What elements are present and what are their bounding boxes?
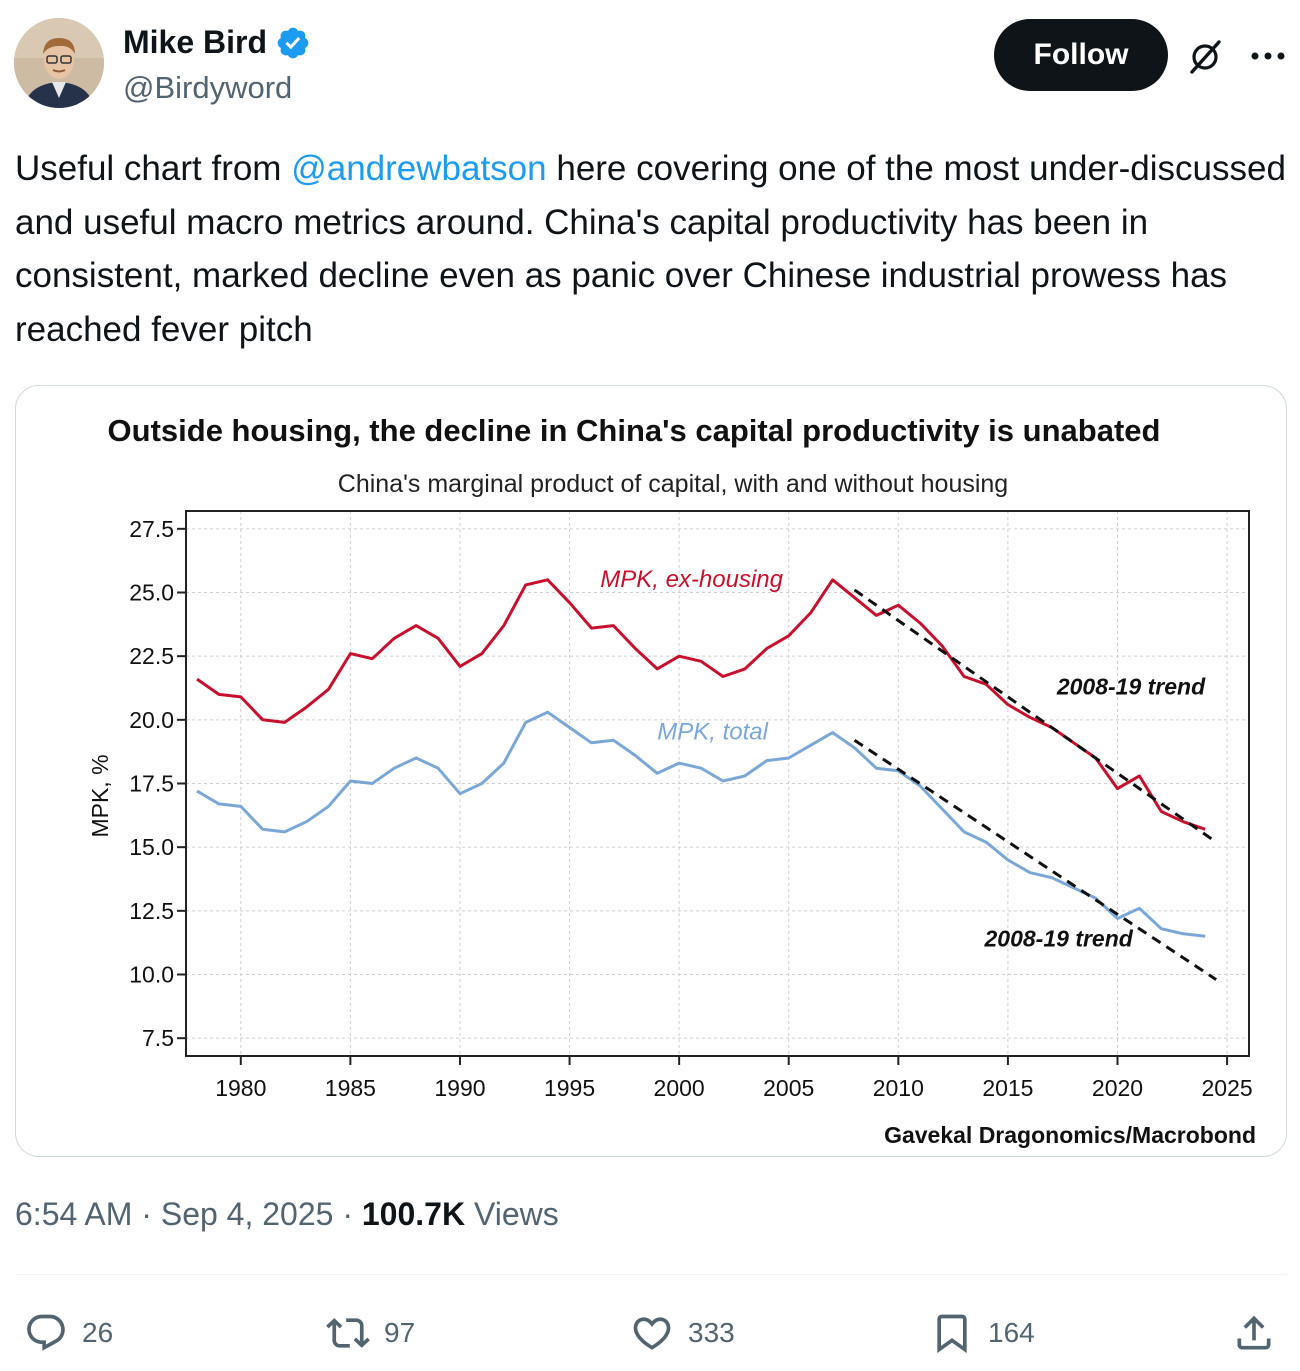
annotation-trend-upper: 2008-19 trend [1056,673,1206,699]
y-tick-label: 27.5 [129,516,174,542]
author-name[interactable]: Mike Bird [123,24,268,60]
chart-subtitle: China's marginal product of capital, wit… [338,470,1008,498]
like-button[interactable]: 333 [630,1305,735,1361]
x-tick-label: 2000 [654,1075,705,1101]
author-handle[interactable]: @Birdyword [123,70,293,105]
y-axis: 7.5 10.0 12.5 15.0 17.5 20.0 22.5 25.0 27.5 [129,516,186,1051]
x-tick-label: 2025 [1201,1075,1252,1101]
chart-source: Gavekal Dragonomics/Macrobond [884,1122,1256,1148]
x-tick-label: 2010 [873,1075,924,1101]
trend-lines [853,588,1217,981]
bookmark-icon [937,1314,967,1354]
y-tick-label: 25.0 [129,579,174,605]
grok-icon[interactable] [1186,38,1224,76]
annotation-trend-lower: 2008-19 trend [984,925,1134,951]
tweet-text-start: Useful chart from [15,149,292,188]
chart-card[interactable]: Outside housing, the decline in China's … [15,385,1287,1157]
bookmark-button[interactable]: 164 [930,1305,1035,1361]
tweet-time[interactable]: 6:54 AM [15,1196,133,1232]
y-tick-label: 17.5 [129,771,174,797]
verified-badge-icon [277,27,309,58]
follow-button[interactable]: Follow [994,19,1168,91]
like-count: 333 [688,1317,735,1348]
tweet-text: Useful chart from @andrewbatson here cov… [15,142,1290,356]
y-tick-label: 10.0 [129,962,174,988]
x-tick-label: 1995 [544,1075,595,1101]
y-tick-label: 7.5 [142,1025,174,1051]
x-tick-label: 2005 [763,1075,814,1101]
views-label: Views [473,1196,559,1232]
trend-line [853,588,1217,844]
chart-image: Outside housing, the decline in China's … [87,413,1256,1148]
y-tick-label: 12.5 [129,898,174,924]
avatar[interactable] [14,18,104,108]
trend-line [853,738,1217,981]
x-tick-label: 2015 [982,1075,1033,1101]
tweet-meta: 6:54 AM · Sep 4, 2025 · 100.7K Views [15,1196,559,1232]
x-axis: 1980 1985 1990 1995 2000 2005 2010 2015 2020 2025 [215,1056,1253,1101]
share-icon [1237,1315,1271,1350]
reply-count: 26 [82,1317,114,1348]
annotations: MPK, ex-housing MPK, total 2008-19 trend 20… [600,566,1206,952]
y-axis-label: MPK, % [87,754,113,837]
x-tick-label: 1990 [434,1075,485,1101]
mention-link[interactable]: @andrewbatson [291,149,547,188]
annotation-ex-housing: MPK, ex-housing [600,566,783,593]
tweet-text-rest: here covering one of the most under-disc… [15,149,1286,349]
repost-icon [326,1318,370,1348]
heart-icon [633,1317,671,1350]
share-button[interactable] [1232,1305,1276,1361]
chart-title: Outside housing, the decline in China's … [108,413,1161,448]
x-tick-label: 1980 [215,1075,266,1101]
series-line-ex-housing [196,578,1206,831]
y-tick-label: 20.0 [129,707,174,733]
reply-button[interactable]: 26 [24,1305,113,1361]
series-lines [196,578,1206,938]
x-tick-label: 1985 [325,1075,376,1101]
repost-button[interactable]: 97 [326,1305,415,1361]
x-tick-label: 2020 [1092,1075,1143,1101]
series-line-total [196,710,1206,938]
divider [15,1274,1287,1275]
annotation-total: MPK, total [657,719,768,746]
reply-icon [27,1314,65,1351]
tweet-date[interactable]: Sep 4, 2025 [160,1196,334,1232]
y-tick-label: 22.5 [129,643,174,669]
bookmark-count: 164 [988,1317,1035,1348]
y-tick-label: 15.0 [129,834,174,860]
more-options-icon[interactable] [1248,38,1288,74]
repost-count: 97 [384,1317,416,1348]
views-count: 100.7K [361,1196,466,1232]
avatar-image [14,18,104,108]
